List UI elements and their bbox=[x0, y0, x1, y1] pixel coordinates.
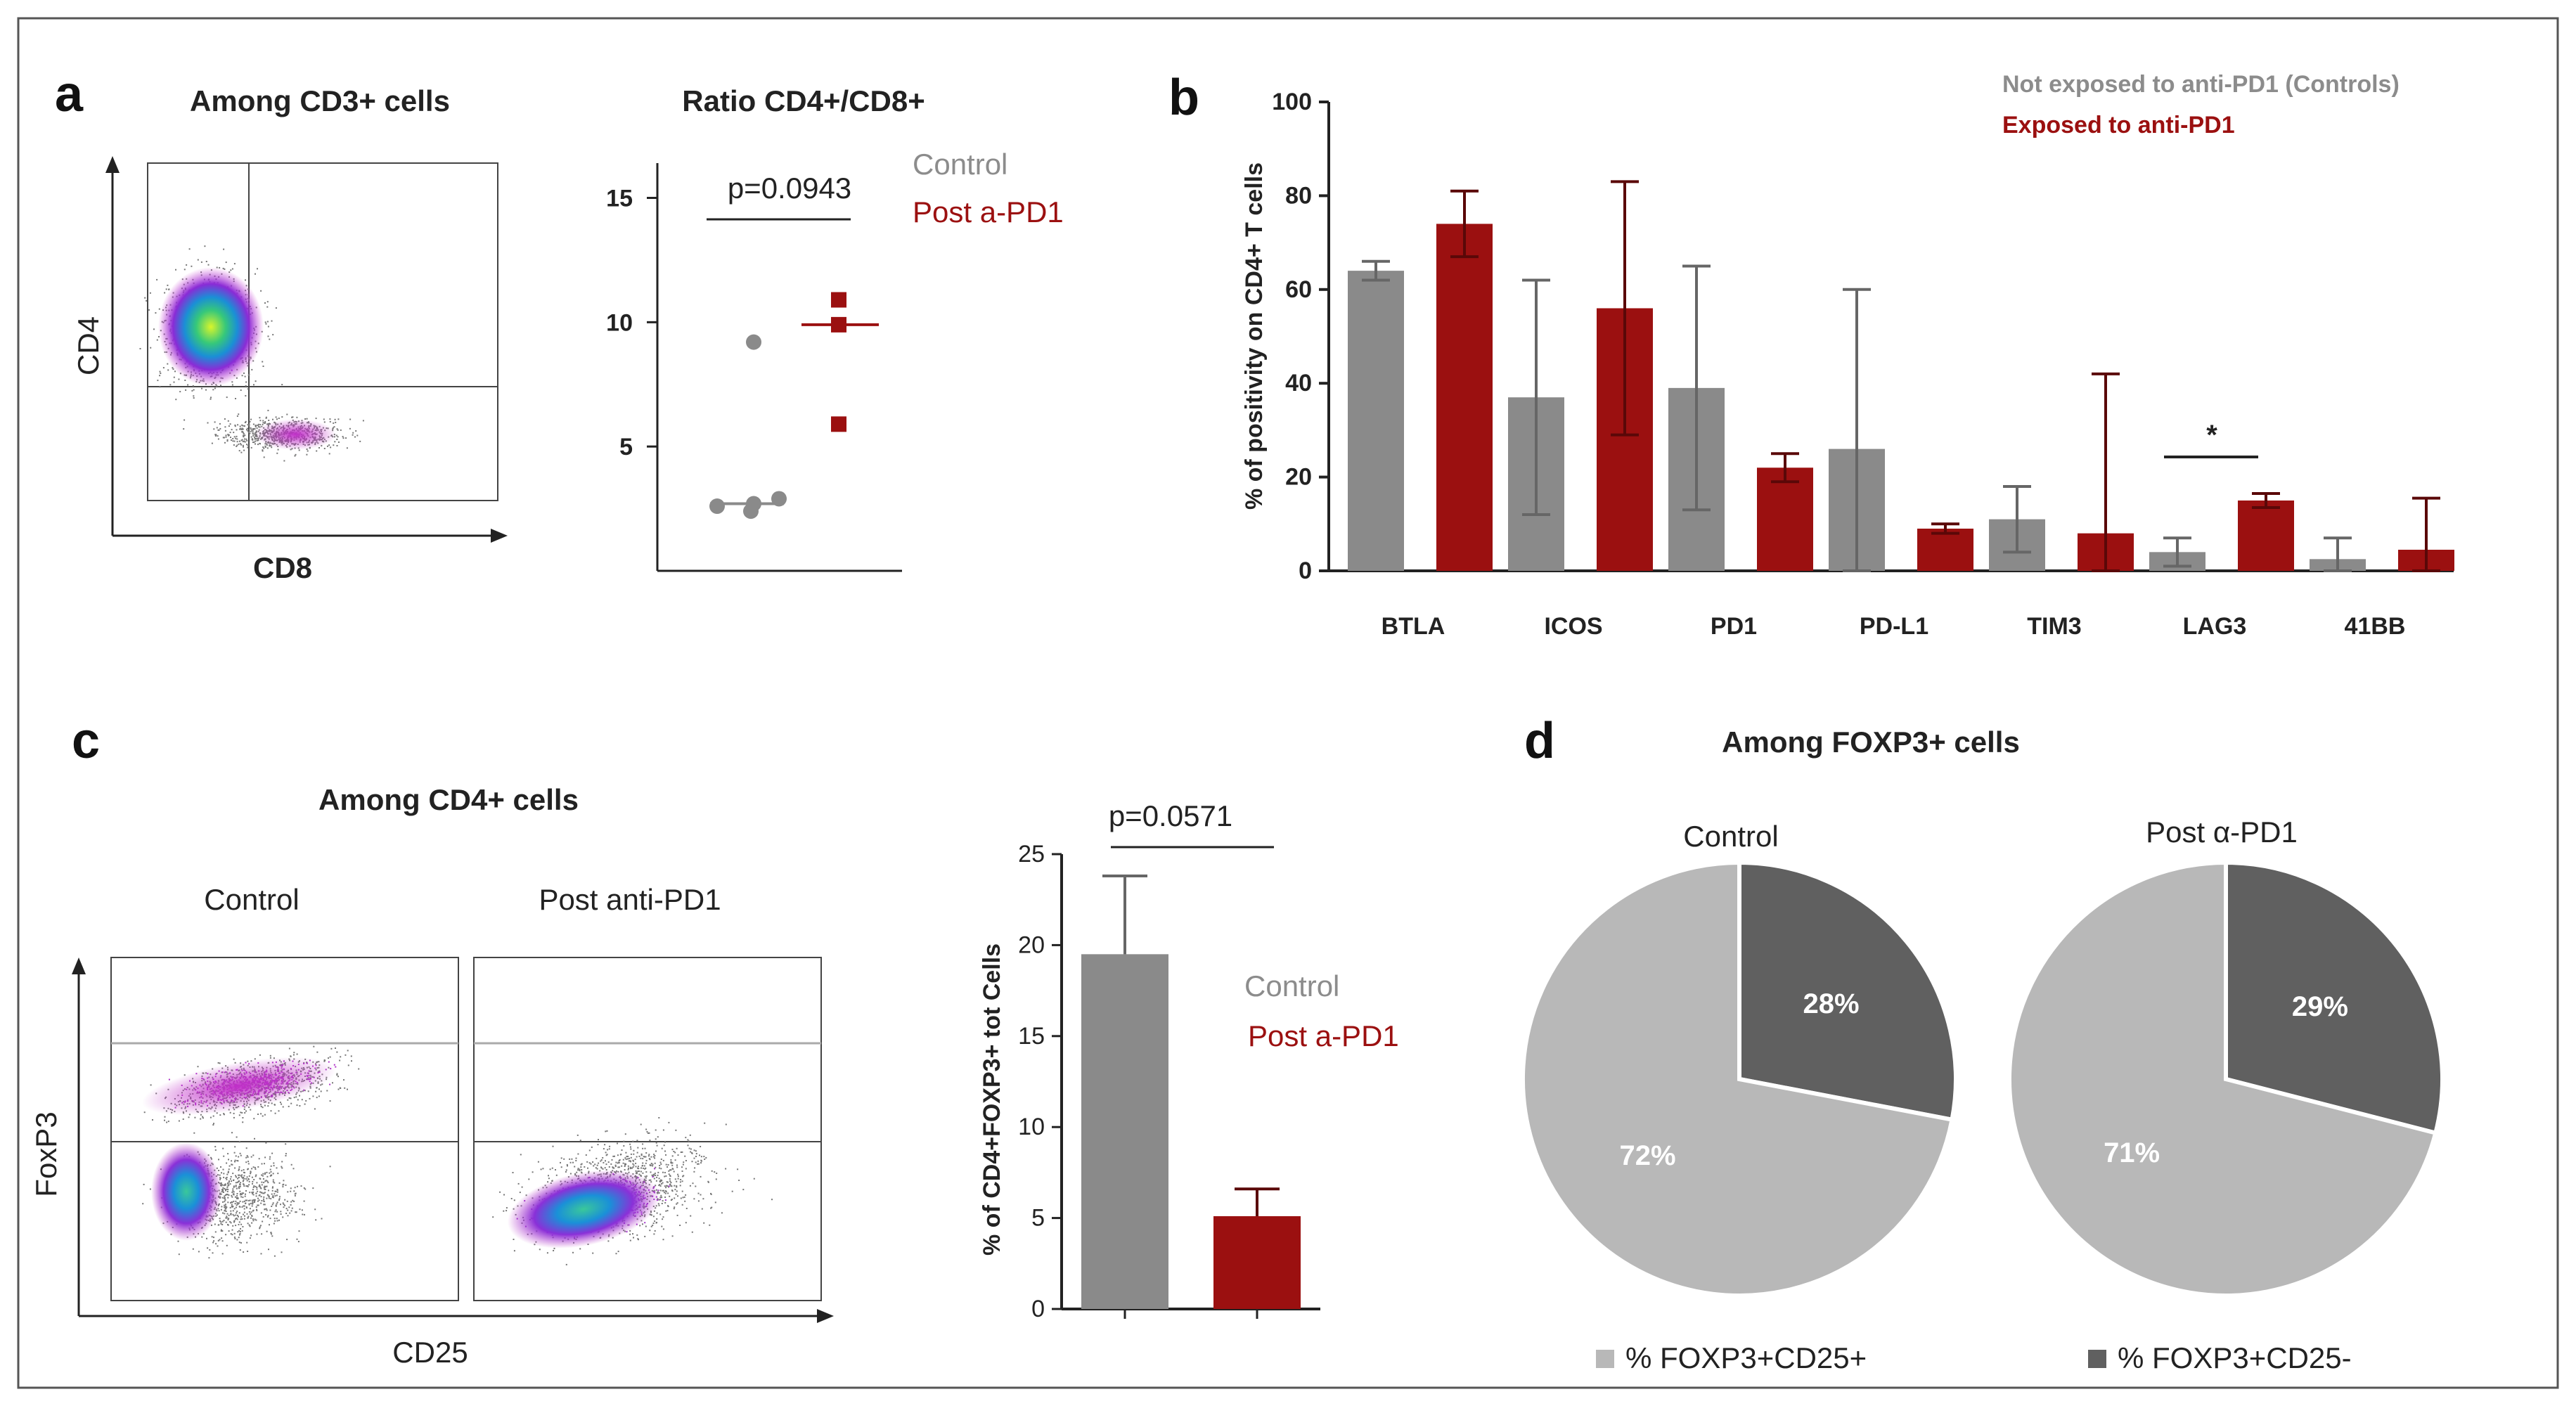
flow-plot-cd3: CD4 CD8 bbox=[72, 156, 508, 584]
pie-charts: 28% 72% 29% 71% bbox=[1520, 860, 2445, 1298]
control-point bbox=[709, 498, 725, 515]
c-legend-post: Post a-PD1 bbox=[1248, 1019, 1399, 1052]
c-tick-label: 25 bbox=[1018, 841, 1045, 868]
pie-post-title: Post α-PD1 bbox=[2146, 815, 2298, 849]
pie-legend-cd25neg: % FOXP3+CD25- bbox=[2118, 1341, 2352, 1374]
c-pvalue: p=0.0571 bbox=[1109, 799, 1232, 832]
flow-c-xlabel: CD25 bbox=[392, 1336, 468, 1369]
control-point bbox=[743, 503, 759, 520]
flow-plot-foxp3: FoxP3 CD25 bbox=[30, 957, 834, 1369]
c-tick-label: 15 bbox=[1018, 1023, 1045, 1050]
ratio-title: Ratio CD4+/CD8+ bbox=[682, 84, 925, 117]
legend-swatch-cd25neg bbox=[2088, 1350, 2106, 1368]
exposed-bar bbox=[1436, 224, 1493, 571]
panel-c-letter: c bbox=[72, 713, 100, 769]
flow-c-title: Among CD4+ cells bbox=[318, 783, 579, 816]
control-bar bbox=[1348, 271, 1404, 571]
b-category-label: ICOS bbox=[1544, 613, 1602, 640]
panel-d: d Among FOXP3+ cells Control Post α-PD1 … bbox=[1520, 713, 2445, 1374]
b-significance-star: * bbox=[2206, 420, 2217, 451]
c-tick-label: 0 bbox=[1031, 1296, 1045, 1322]
c-tick-label: 5 bbox=[1031, 1205, 1045, 1232]
panel-a-letter: a bbox=[55, 66, 84, 122]
control-cd25neg-population bbox=[151, 1142, 221, 1241]
panel-b-letter: b bbox=[1168, 70, 1199, 126]
ratio-tick-label: 5 bbox=[619, 434, 633, 460]
flow-c-post-label: Post anti-PD1 bbox=[539, 883, 721, 916]
flow-a-title: Among CD3+ cells bbox=[190, 84, 450, 117]
flow-a-ylabel: CD4 bbox=[72, 316, 105, 375]
pie-value-label: 29% bbox=[2292, 991, 2348, 1022]
pie-value-label: 72% bbox=[1619, 1140, 1675, 1171]
post-bar bbox=[1213, 1216, 1301, 1309]
pie-value-label: 71% bbox=[2104, 1137, 2160, 1168]
b-category-label: 41BB bbox=[2345, 613, 2406, 640]
ratio-legend-post: Post a-PD1 bbox=[913, 195, 1064, 228]
arrow-right-icon bbox=[817, 1309, 834, 1323]
post-population bbox=[507, 1170, 660, 1249]
pie-slice-cd25pos bbox=[1520, 860, 1955, 1298]
b-category-label: LAG3 bbox=[2183, 613, 2247, 640]
ratio-tick-label: 15 bbox=[606, 186, 633, 212]
b-ylabel: % of positivity on CD4+ T cells bbox=[1241, 162, 1268, 510]
c-ylabel: % of CD4+FOXP3+ tot Cells bbox=[979, 943, 1005, 1256]
treg-population bbox=[142, 1057, 336, 1116]
flow-c-ylabel: FoxP3 bbox=[30, 1111, 63, 1197]
pie-slice-cd25pos bbox=[2007, 860, 2438, 1298]
ratio-tick-label: 10 bbox=[606, 309, 633, 336]
pie-slice-cd25neg bbox=[2224, 860, 2445, 1136]
checkpoint-bar-chart: 100 80 60 40 20 0 BTLA ICOS PD1 PD-L1 TIM3 LAG3 41B… bbox=[1241, 71, 2454, 640]
pie-slice-cd25neg bbox=[1737, 860, 1958, 1123]
b-tick-label: 40 bbox=[1285, 370, 1312, 396]
control-point bbox=[746, 334, 761, 350]
b-tick-label: 0 bbox=[1299, 557, 1312, 584]
arrow-up-icon bbox=[105, 156, 120, 173]
pie-control-title: Control bbox=[1683, 820, 1778, 853]
b-category-label: PD1 bbox=[1711, 613, 1757, 640]
cd8-population bbox=[255, 419, 336, 450]
b-tick-label: 20 bbox=[1285, 464, 1312, 491]
figure-frame bbox=[17, 17, 2559, 1389]
ratio-legend-control: Control bbox=[913, 148, 1007, 181]
panel-c: c Among CD4+ cells Control Post anti-PD1… bbox=[30, 713, 1399, 1369]
pie-title: Among FOXP3+ cells bbox=[1722, 725, 2020, 759]
b-tick-label: 80 bbox=[1285, 182, 1312, 209]
c-tick-label: 10 bbox=[1018, 1114, 1045, 1140]
foxp3-bar-chart: 25 20 15 10 5 0 % of CD4+FOXP3+ tot Cells p=0… bbox=[979, 799, 1399, 1322]
panel-b: b 100 80 60 40 20 0 BTLA ICOS PD1 PD-L1 TIM3 LAG3 4… bbox=[1168, 70, 2454, 640]
flow-c-control-label: Control bbox=[204, 883, 299, 916]
legend-swatch-cd25pos bbox=[1596, 1350, 1614, 1368]
control-bar bbox=[1081, 954, 1168, 1309]
exposed-bar bbox=[1757, 467, 1813, 571]
b-tick-label: 100 bbox=[1272, 89, 1312, 115]
panel-a: a Among CD3+ cells CD4 CD8 Ratio CD4+/CD… bbox=[55, 66, 1064, 584]
b-tick-label: 60 bbox=[1285, 276, 1312, 303]
post-point bbox=[831, 292, 846, 308]
post-point bbox=[831, 416, 846, 432]
b-category-label: PD-L1 bbox=[1860, 613, 1928, 640]
c-legend-control: Control bbox=[1244, 969, 1339, 1002]
ratio-dot-plot: Ratio CD4+/CD8+ 15 10 5 p=0.0943 Control P… bbox=[606, 84, 1064, 572]
cd4-population bbox=[158, 267, 264, 387]
b-category-label: BTLA bbox=[1382, 613, 1445, 640]
c-tick-label: 20 bbox=[1018, 931, 1045, 958]
exposed-bar bbox=[2238, 500, 2294, 571]
b-category-label: TIM3 bbox=[2027, 613, 2081, 640]
b-legend-controls: Not exposed to anti-PD1 (Controls) bbox=[2002, 71, 2400, 98]
arrow-right-icon bbox=[491, 529, 508, 543]
arrow-up-icon bbox=[72, 957, 86, 974]
panel-d-letter: d bbox=[1524, 713, 1555, 769]
flow-a-xlabel: CD8 bbox=[253, 551, 312, 584]
exposed-bar bbox=[1917, 528, 1973, 571]
b-legend-exposed: Exposed to anti-PD1 bbox=[2002, 112, 2235, 138]
pie-legend-cd25pos: % FOXP3+CD25+ bbox=[1625, 1341, 1867, 1374]
ratio-pvalue: p=0.0943 bbox=[728, 172, 851, 205]
pie-value-label: 28% bbox=[1803, 988, 1859, 1019]
